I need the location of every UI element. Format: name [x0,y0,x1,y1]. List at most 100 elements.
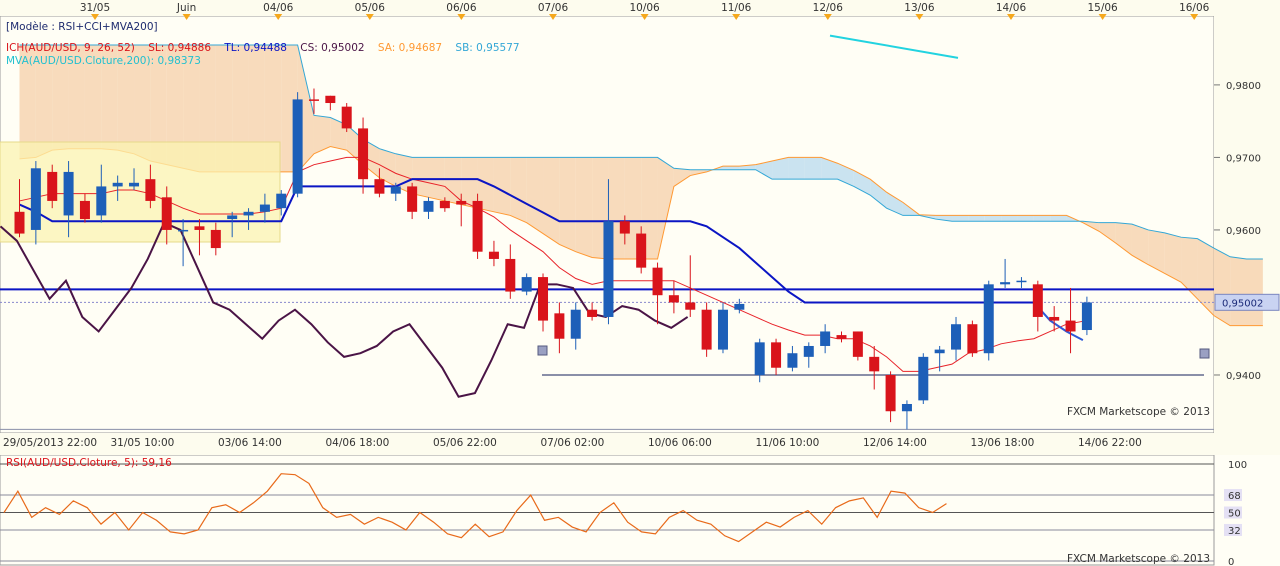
model-label: [Modèle : RSI+CCI+MVA200] [6,21,158,33]
candle [1016,277,1027,288]
candle-body [374,179,385,194]
cloud-segment [313,115,331,154]
current-price-label: 0,95002 [1222,298,1263,309]
candle [685,255,696,317]
candle [951,316,962,361]
support-line-handle-left[interactable] [537,345,548,356]
candle-body [901,403,912,412]
candle [538,273,549,332]
cloud-segment [952,215,969,222]
rsi-level-label: 68 [1228,491,1241,502]
rsi-title: RSI(AUD/USD.Cloture, 5): 59,16 [6,457,172,469]
candle [587,302,598,321]
top-date-axis: 31/05 Juin 04/06 05/06 06/06 07/06 10/06 11/06 1… [0,0,1280,20]
candle-body [79,200,90,220]
rsi-level-box [1224,523,1242,536]
candle-body [734,303,745,310]
candle [1049,306,1060,332]
ichimoku-sa: SA: 0,94687 [378,42,442,54]
legend: [Modèle : RSI+CCI+MVA200] ICH(AUD/USD, 9… [6,21,520,67]
cloud-segment [657,157,674,259]
candle-body [390,186,401,194]
candle [619,215,630,245]
kijun-line [19,178,1034,304]
tenkan-line [19,156,1083,372]
cloud-segment [264,45,282,172]
top-date-label: Juin [176,2,196,14]
candle [820,324,831,354]
candle-body [587,309,598,317]
time-axis-bg [0,433,1280,455]
rsi-panel-bg [0,454,1215,566]
cloud-segment [1001,215,1018,222]
price-label: 0,9400 [1226,371,1261,382]
cloud-segment [1230,256,1247,326]
date-marker-icon [1190,14,1199,20]
candle [243,208,254,230]
cloud-segment [1181,237,1198,299]
cloud-segment [1148,229,1165,274]
top-date-label: 04/06 [263,2,294,14]
rsi-level-box [1224,489,1242,502]
candle-body [967,324,978,354]
candle [901,400,912,430]
candle [47,164,58,209]
candle-body [194,226,205,230]
support-line-handle-right[interactable] [1199,348,1210,359]
cloud-segment [722,166,740,170]
candle [967,320,978,357]
cloud-segment [150,45,167,165]
ichimoku-sb: SB: 0,95577 [455,42,519,54]
consolidation-zone [0,141,281,243]
candle-body [852,331,863,357]
candle-body [456,200,467,205]
candle-body [259,204,270,212]
rsi-level-box [1224,506,1242,519]
candle-body [407,186,418,212]
candle [771,338,782,375]
cloud-segment [543,157,560,245]
candle-body [554,313,565,339]
time-label: 10/06 06:00 [648,437,712,449]
ichimoku-sl: SL: 0,94886 [148,42,211,54]
candle-body [787,353,798,368]
date-marker-icon [823,14,832,20]
candle [603,179,614,325]
candle [734,298,745,314]
candle-body [771,342,782,368]
cloud-segment [1246,258,1263,326]
price-axis-bg [1214,16,1280,433]
candle [63,161,74,238]
cloud-segment [1099,222,1116,243]
cloud-segment [690,169,707,176]
candle-body [521,277,532,292]
candle-body [820,331,831,346]
candle-body [129,182,140,187]
cloud-segment [526,157,544,234]
candle [292,92,303,198]
top-date-label: 31/05 [80,2,110,14]
candle-body [1049,316,1060,321]
time-label: 05/06 22:00 [433,437,497,449]
cloud-segment [1050,215,1067,222]
time-label: 13/06 18:00 [971,437,1035,449]
time-label: 31/05 10:00 [111,437,175,449]
candle-body [570,309,581,339]
price-label: 0,9800 [1226,81,1261,92]
candle [1081,296,1092,336]
candle [1032,280,1043,332]
date-marker-icon [274,14,283,20]
cloud-segment [673,168,691,187]
candle [79,193,90,223]
candle-body [178,229,189,232]
time-label: 03/06 14:00 [218,437,282,449]
price-label: 0,9600 [1226,226,1261,237]
candle-body [292,99,303,194]
candle [341,103,352,133]
candle-body [1065,320,1076,332]
date-marker-icon [915,14,924,20]
top-date-label: 14/06 [996,2,1027,14]
date-marker-icon [457,14,466,20]
cloud-segment [968,215,985,222]
